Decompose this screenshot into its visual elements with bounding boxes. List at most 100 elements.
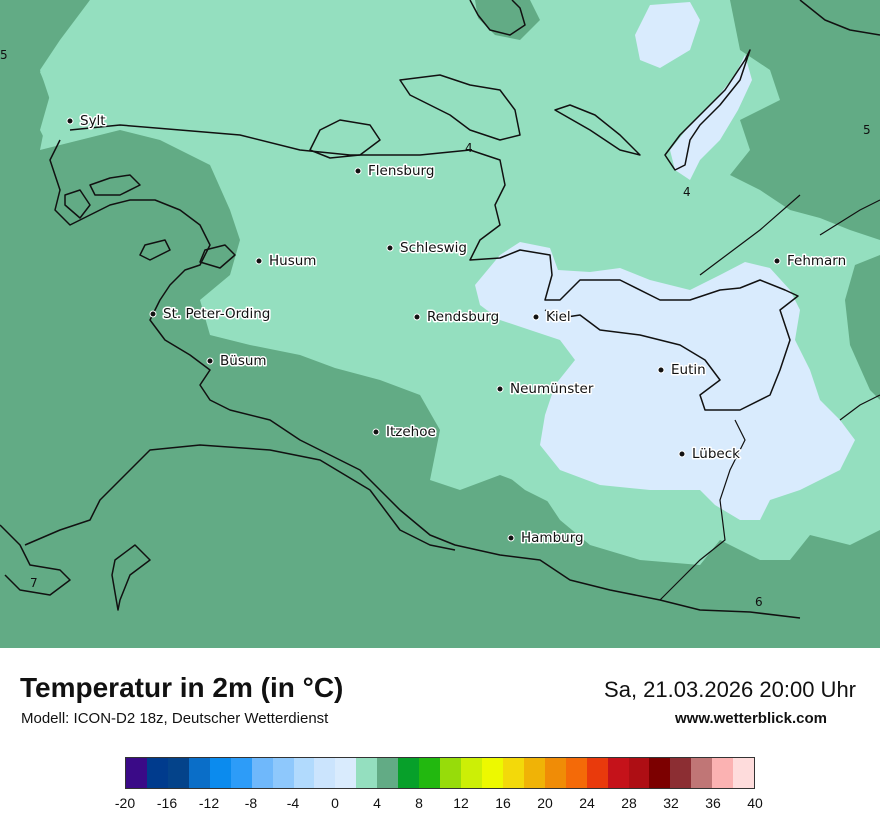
isoline-labels: 5 4 5 4 7 6 [0,48,871,609]
city-dot [678,450,686,458]
temperature-map: Sylt Flensburg Schleswig Husum Fehmarn St. Pe… [0,0,880,648]
legend-tick-label: 24 [579,795,595,811]
temp-field-2-4-fehmarnbelt [670,55,752,180]
legend-tick-label: 28 [621,795,637,811]
temp-field-6-8-east [845,255,880,400]
city-label: Fehmarn [787,253,846,269]
isoline-label: 5 [863,123,871,137]
city-dot [773,257,781,265]
city-label: St. Peter-Ording [163,306,270,322]
legend-swatch [314,758,336,788]
map-canvas: Sylt Flensburg Schleswig Husum Fehmarn St. Pe… [0,0,880,648]
city-dot [206,357,214,365]
isoline-label: 4 [683,185,691,199]
legend-swatch [230,758,252,788]
city-dot [496,385,504,393]
temp-field-2-4-north [635,2,700,68]
city-label: Eutin [671,362,706,378]
website-url[interactable]: www.wetterblick.com [675,710,827,727]
legend-tick-label: 40 [747,795,763,811]
footer [0,648,880,830]
temp-field-4-6-coast [40,0,160,140]
legend-tick-label: 20 [537,795,553,811]
legend-ticks: -20 -16 -12 -8 -4 0 4 8 12 16 20 24 28 32 36 40 [115,795,763,815]
city-dot [657,366,665,374]
legend-swatch [356,758,378,788]
legend-swatch [146,758,168,788]
city-label: Hamburg [521,530,584,546]
isoline-label: 5 [0,48,8,62]
chart-title: Temperatur in 2m (in °C) [20,672,344,703]
legend-swatch [733,758,755,788]
legend-tick-label: 16 [495,795,511,811]
legend-tick-label: -4 [286,795,300,811]
temp-field-6-8-west [0,0,880,648]
legend-swatch [670,758,692,788]
isoline-label: 7 [30,576,38,590]
legend-swatch [544,758,566,788]
legend-swatch [481,758,503,788]
temp-field-6-8-north2 [825,0,880,40]
city-dot [66,117,74,125]
legend-swatch [607,758,629,788]
temp-field-6-8-northeast [730,0,880,240]
city-label: Büsum [220,353,267,369]
city-markers: Sylt Flensburg Schleswig Husum Fehmarn St. Pe… [66,112,848,548]
legend-swatch [440,758,461,788]
city-dot [413,313,421,321]
legend-swatch [398,758,420,788]
city-dot [386,244,394,252]
legend-swatch [565,758,587,788]
state-borders [659,194,880,601]
legend-swatch [293,758,315,788]
legend-swatch [335,758,357,788]
legend-swatch [712,758,734,788]
legend-tick-label: 12 [453,795,469,811]
legend-swatch [461,758,482,788]
legend-swatch [167,758,189,788]
legend-swatch [523,758,545,788]
coastlines [0,0,880,619]
city-dot [255,257,263,265]
city-label: Schleswig [400,240,467,256]
city-label: Rendsburg [427,309,499,325]
city-dot [372,428,380,436]
legend-swatch [126,758,147,788]
city-label: Itzehoe [386,424,436,440]
legend-swatch [251,758,273,788]
legend-swatch [649,758,671,788]
forecast-datetime: Sa, 21.03.2026 20:00 Uhr [604,677,856,702]
city-label: Neumünster [510,381,594,397]
legend-tick-label: 32 [663,795,679,811]
legend-swatch [691,758,713,788]
city-label: Sylt [80,113,106,129]
legend-tick-label: 8 [415,795,423,811]
city-dot [149,310,157,318]
legend-swatch [502,758,524,788]
city-dot [507,534,515,542]
city-dot [354,167,362,175]
legend-swatch [188,758,210,788]
legend-swatch [209,758,231,788]
isoline-label: 4 [465,141,473,155]
legend-swatch [377,758,399,788]
legend-swatch [628,758,650,788]
legend-tick-label: -20 [114,795,136,811]
model-info: Modell: ICON-D2 18z, Deutscher Wetterdie… [21,710,329,727]
color-legend [125,757,755,789]
legend-tick-label: 36 [705,795,721,811]
legend-tick-label: 4 [373,795,381,811]
legend-swatch [586,758,608,788]
legend-tick-label: 0 [331,795,339,811]
temp-field-2-4-east [475,242,855,520]
isoline-label: 6 [755,595,763,609]
legend-tick-label: -16 [156,795,178,811]
temp-field-4-6-inland [500,455,720,555]
legend-swatch [272,758,294,788]
legend-swatch [419,758,441,788]
city-label: Flensburg [368,163,434,179]
city-label: Husum [269,253,316,269]
city-dot [532,313,540,321]
legend-tick-label: -12 [198,795,220,811]
city-label: Kiel [546,309,571,325]
